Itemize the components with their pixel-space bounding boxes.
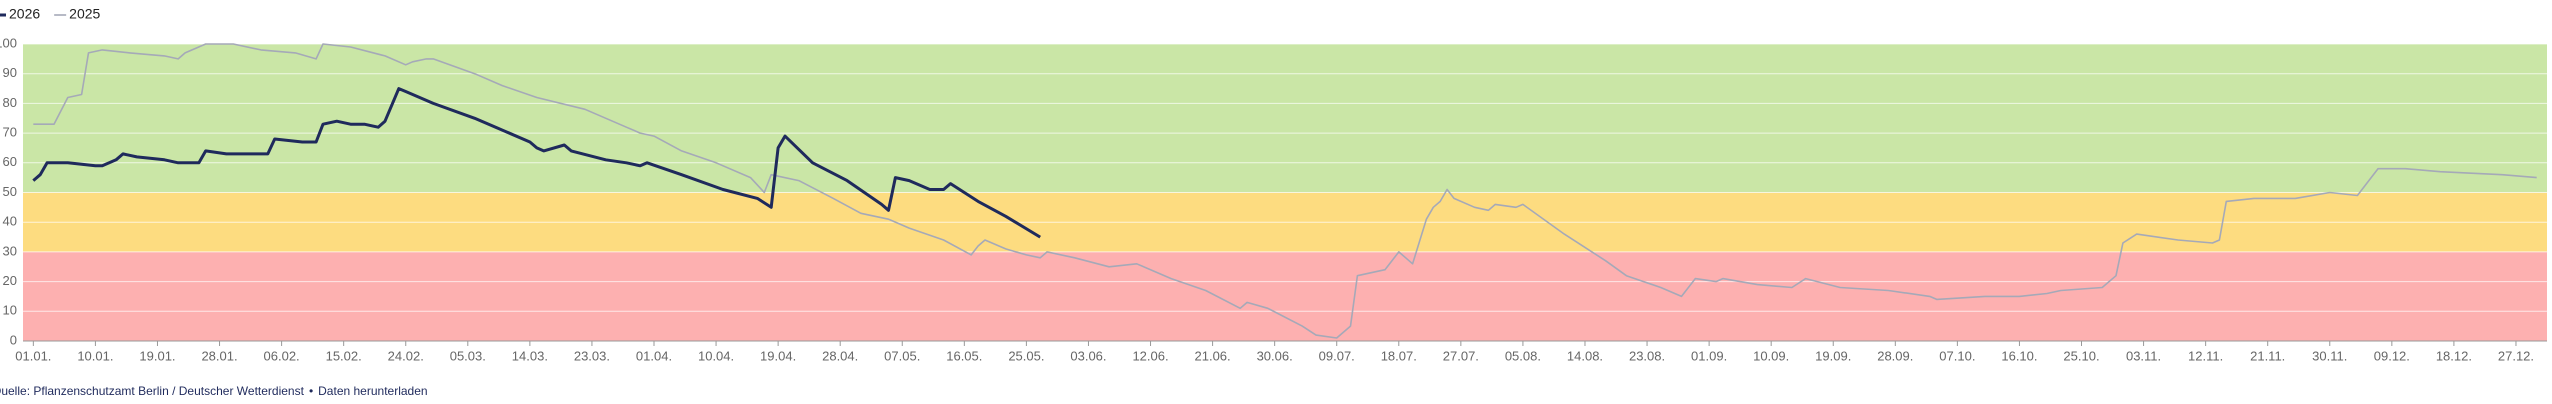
x-tick-label: 01.04. xyxy=(636,348,672,363)
x-tick-label: 18.12. xyxy=(2436,348,2472,363)
source: Quelle: Pflanzenschutzamt Berlin / Deuts… xyxy=(0,384,305,398)
x-tick-label: 25.10. xyxy=(2063,348,2099,363)
x-tick-label: 28.09. xyxy=(1877,348,1913,363)
x-tick-label: 23.03. xyxy=(574,348,610,363)
x-tick-label: 18.07. xyxy=(1381,348,1417,363)
legend-label: 2025 xyxy=(69,6,100,22)
x-tick-label: 03.11. xyxy=(2126,348,2161,363)
x-tick-label: 21.06. xyxy=(1195,348,1231,363)
x-tick-label: 16.10. xyxy=(2001,348,2037,363)
x-tick-label: 07.05. xyxy=(884,348,920,363)
x-tick-label: 05.03. xyxy=(450,348,486,363)
x-tick-label: 09.12. xyxy=(2374,348,2410,363)
band xyxy=(23,251,2547,341)
x-tick-label: 10.01. xyxy=(77,348,113,363)
legend-label: 2026 xyxy=(9,6,40,22)
y-tick-label: 30 xyxy=(3,243,17,258)
x-tick-label: 19.01. xyxy=(139,348,175,363)
y-tick-label: 70 xyxy=(3,125,17,140)
separator: • xyxy=(309,384,313,398)
y-tick-label: 0 xyxy=(10,332,17,347)
x-tick-label: 01.01. xyxy=(15,348,51,363)
download-link[interactable]: Daten herunterladen xyxy=(318,384,427,398)
x-tick-label: 21.11. xyxy=(2250,348,2285,363)
y-tick-label: 40 xyxy=(3,214,17,229)
series-line xyxy=(33,43,2537,339)
y-tick-label: 60 xyxy=(3,154,17,169)
x-tick-label: 30.11. xyxy=(2312,348,2347,363)
x-tick-label: 12.06. xyxy=(1132,348,1168,363)
y-tick-label: 90 xyxy=(3,65,17,80)
x-tick-label: 15.02. xyxy=(326,348,362,363)
x-tick-label: 28.04. xyxy=(822,348,858,363)
x-tick-label: 01.09. xyxy=(1691,348,1727,363)
x-tick-label: 06.02. xyxy=(264,348,300,363)
y-tick-label: 10 xyxy=(3,303,17,318)
y-tick-label: 80 xyxy=(3,95,17,110)
x-tick-label: 14.03. xyxy=(512,348,548,363)
series-line xyxy=(32,87,1041,239)
x-tick-label: 10.04. xyxy=(698,348,734,363)
x-tick-label: 25.05. xyxy=(1008,348,1044,363)
x-tick-label: 14.08. xyxy=(1567,348,1603,363)
x-tick-label: 16.05. xyxy=(946,348,982,363)
x-tick-label: 19.04. xyxy=(760,348,796,363)
x-tick-label: 28.01. xyxy=(201,348,237,363)
x-tick-label: 27.12. xyxy=(2498,348,2534,363)
x-tick-label: 10.09. xyxy=(1753,348,1789,363)
x-tick-label: 23.08. xyxy=(1629,348,1665,363)
x-tick-label: 30.06. xyxy=(1257,348,1293,363)
y-tick-label: 20 xyxy=(3,273,17,288)
x-tick-label: 03.06. xyxy=(1070,348,1106,363)
x-tick-label: 07.10. xyxy=(1939,348,1975,363)
x-tick-label: 09.07. xyxy=(1319,348,1355,363)
x-tick-label: 19.09. xyxy=(1815,348,1851,363)
x-tick-label: 27.07. xyxy=(1443,348,1479,363)
band xyxy=(23,44,2547,193)
x-tick-label: 24.02. xyxy=(388,348,424,363)
x-tick-label: 12.11. xyxy=(2188,348,2223,363)
x-tick-label: 05.08. xyxy=(1505,348,1541,363)
y-tick-label: 100 xyxy=(0,35,17,50)
y-tick-label: 50 xyxy=(3,184,17,199)
